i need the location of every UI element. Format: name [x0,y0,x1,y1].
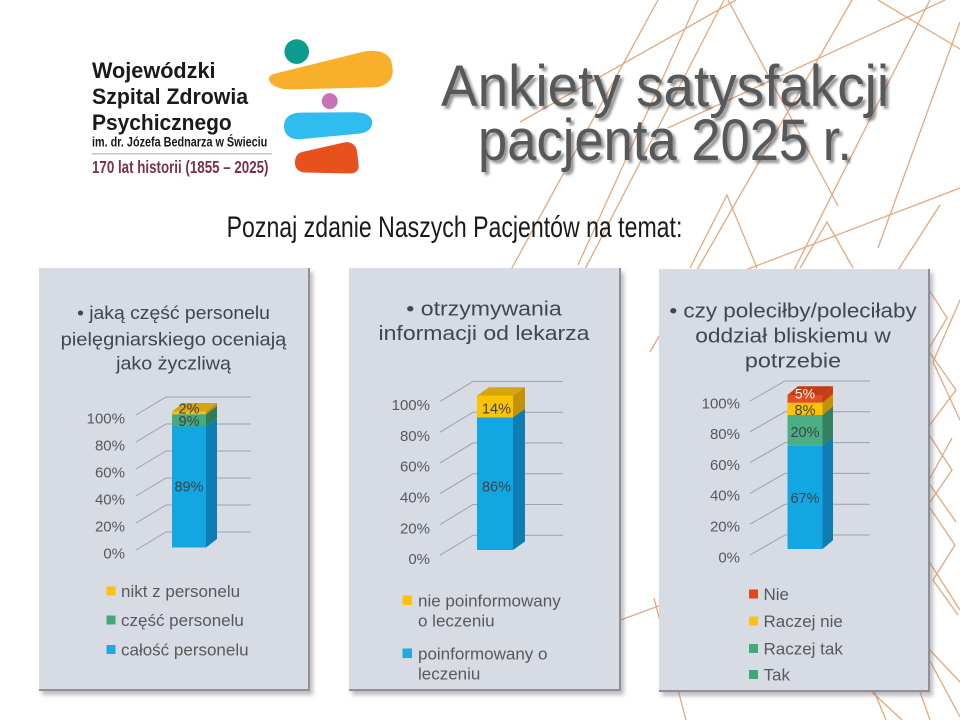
svg-text:86%: 86% [482,480,511,496]
svg-text:60%: 60% [95,464,125,481]
svg-text:Ankiety satysfakcji: Ankiety satysfakcji [441,54,889,119]
svg-text:170 lat historii (1855 – 2025): 170 lat historii (1855 – 2025) [92,158,268,177]
svg-text:0%: 0% [718,549,740,566]
svg-text:Wojewódzki: Wojewódzki [92,58,216,83]
svg-text:poinformowany o: poinformowany o [418,645,547,664]
svg-text:100%: 100% [702,395,740,412]
svg-text:67%: 67% [790,491,819,507]
svg-text:40%: 40% [95,491,125,508]
svg-text:Nie: Nie [764,585,790,604]
svg-text:• jaką część personelu: • jaką część personelu [77,303,270,324]
svg-text:0%: 0% [103,545,125,562]
svg-text:80%: 80% [95,437,125,454]
svg-text:5%: 5% [795,386,815,402]
svg-text:• otrzymywania: • otrzymywania [406,297,561,320]
svg-text:jako życzliwą: jako życzliwą [115,354,231,374]
svg-text:o leczeniu: o leczeniu [418,611,495,630]
svg-text:60%: 60% [710,457,740,474]
svg-text:Ankiety satysfakcji: Ankiety satysfakcji [444,57,892,122]
svg-text:• czy poleciłby/poleciłaby: • czy poleciłby/poleciłaby [669,300,917,323]
svg-text:pielęgniarskiego oceniają: pielęgniarskiego oceniają [61,330,287,350]
svg-text:Psychicznego: Psychicznego [92,111,232,136]
svg-text:20%: 20% [790,425,819,441]
svg-text:pacjenta 2025 r.: pacjenta 2025 r. [481,111,855,176]
svg-text:Tak: Tak [764,666,791,685]
svg-text:nikt z personelu: nikt z personelu [121,582,240,601]
svg-text:informacji od lekarza: informacji od lekarza [379,322,590,345]
svg-text:14%: 14% [482,402,511,418]
svg-text:potrzebie: potrzebie [745,349,841,372]
svg-text:nie poinformowany: nie poinformowany [418,592,561,611]
svg-text:pacjenta 2025 r.: pacjenta 2025 r. [478,108,852,173]
svg-text:8%: 8% [795,403,816,419]
svg-text:część personelu: część personelu [121,611,244,630]
svg-text:2%: 2% [179,402,200,418]
svg-text:100%: 100% [392,397,430,414]
svg-text:100%: 100% [87,410,125,427]
svg-text:Poznaj zdanie Naszych Pacjentó: Poznaj zdanie Naszych Pacjentów na temat… [227,210,683,244]
svg-text:20%: 20% [710,519,740,536]
svg-text:im. dr. Józefa Bednarza w Świe: im. dr. Józefa Bednarza w Świeciu [92,133,267,150]
svg-text:89%: 89% [174,480,203,496]
svg-text:9%: 9% [179,414,200,430]
svg-text:40%: 40% [400,490,430,507]
svg-text:20%: 20% [95,518,125,535]
svg-text:60%: 60% [400,459,430,476]
svg-text:Raczej tak: Raczej tak [764,640,844,659]
svg-text:80%: 80% [710,426,740,443]
svg-text:20%: 20% [400,520,430,537]
svg-text:Szpital Zdrowia: Szpital Zdrowia [92,84,249,109]
svg-text:0%: 0% [408,551,430,568]
svg-text:leczeniu: leczeniu [418,665,480,684]
svg-text:całość personelu: całość personelu [121,641,249,660]
svg-text:Raczej nie: Raczej nie [764,612,843,631]
svg-text:40%: 40% [710,488,740,505]
svg-text:oddział bliskiemu w: oddział bliskiemu w [695,325,891,347]
svg-text:80%: 80% [400,428,430,445]
